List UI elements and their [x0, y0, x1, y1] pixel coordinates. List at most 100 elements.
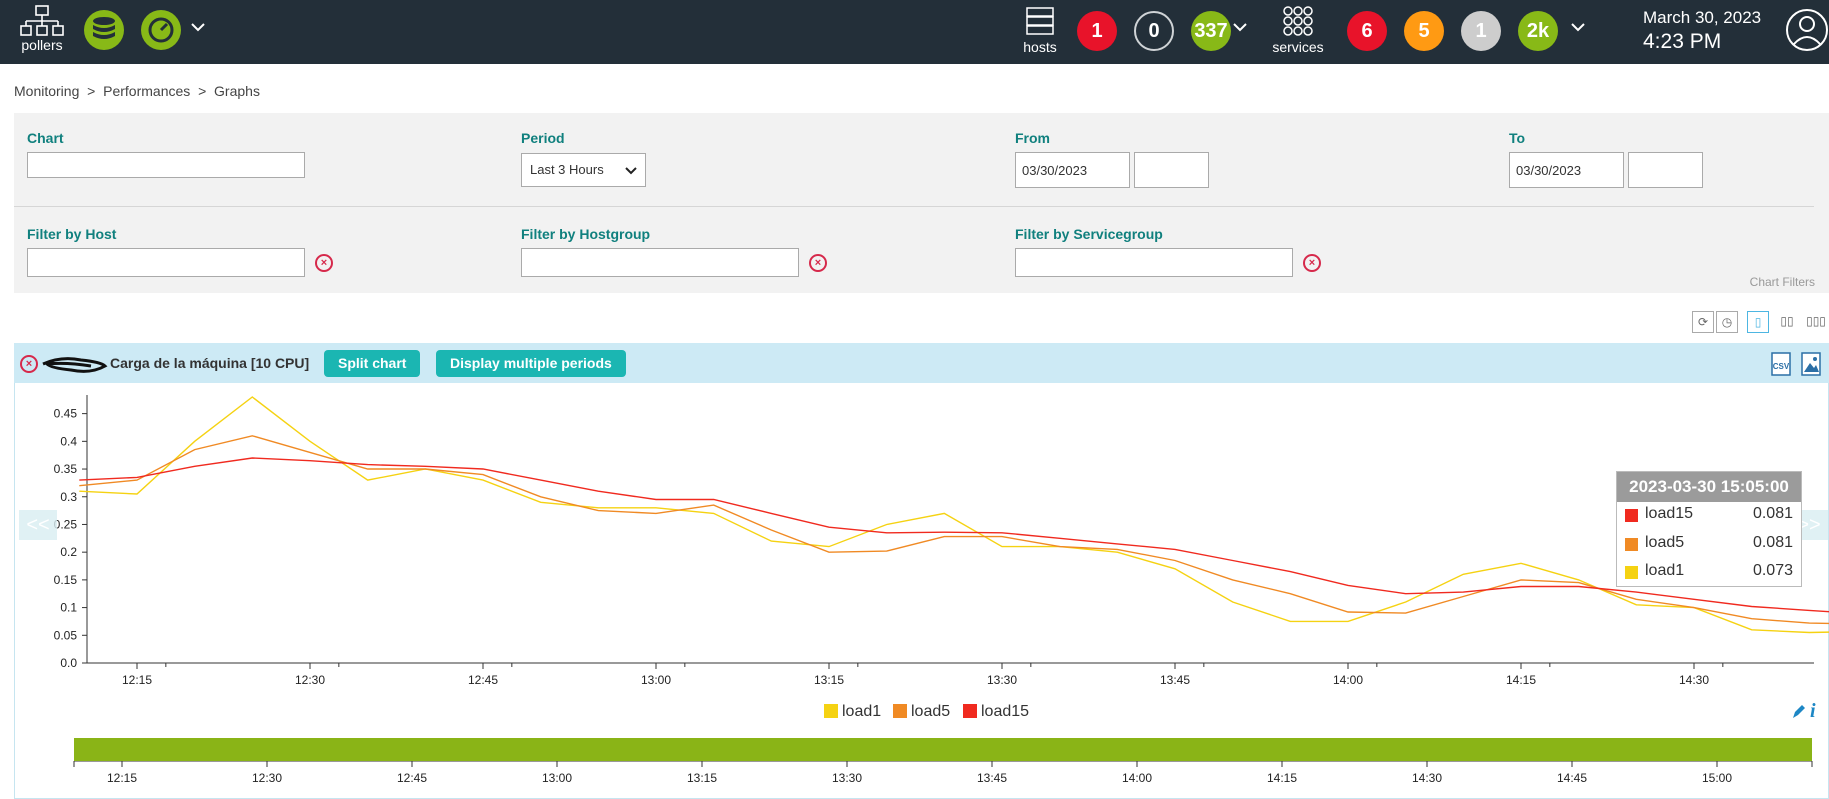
- service-status-count-1[interactable]: 5: [1404, 11, 1444, 51]
- chevron-down-icon[interactable]: [1232, 20, 1248, 39]
- service-status-count-2[interactable]: 1: [1461, 11, 1501, 51]
- close-chart-icon[interactable]: ×: [20, 355, 38, 373]
- from-time-input[interactable]: [1134, 152, 1209, 188]
- navigator-tick-label: 12:30: [252, 771, 282, 785]
- three-columns-icon[interactable]: ▯▯▯: [1806, 314, 1826, 328]
- period-selected-value: Last 3 Hours: [530, 162, 604, 177]
- from-label: From: [1015, 130, 1050, 146]
- image-export-icon[interactable]: [1800, 352, 1822, 376]
- chevron-down-icon[interactable]: [190, 20, 206, 39]
- to-time-input[interactable]: [1628, 152, 1703, 188]
- prev-period-arrow[interactable]: <<: [19, 510, 57, 540]
- navigator-tick-label: 14:30: [1412, 771, 1442, 785]
- legend-label: load5: [911, 703, 951, 720]
- x-tick-label: 13:30: [987, 673, 1017, 687]
- filter-host-input[interactable]: [27, 248, 305, 277]
- y-tick-label: 0.3: [60, 490, 77, 504]
- chevron-down-icon[interactable]: [1570, 20, 1586, 39]
- tooltip-series-value: 0.081: [1752, 534, 1793, 551]
- y-tick-label: 0.35: [54, 462, 78, 476]
- service-status-count-3[interactable]: 2k: [1518, 11, 1558, 51]
- host-status-count-0[interactable]: 1: [1077, 11, 1117, 51]
- host-status-count-2[interactable]: 337: [1191, 11, 1231, 51]
- user-icon[interactable]: [1785, 8, 1829, 57]
- series-line-load15: [79, 457, 1829, 613]
- series-line-load1: [79, 396, 1829, 634]
- chart-tooltip: 2023-03-30 15:05:00 load15 0.081 load5 0…: [1616, 471, 1802, 587]
- time-navigator-bar[interactable]: [74, 738, 1812, 761]
- navigator-axis: 12:15 12:30 12:45 13:00 13:15 13:30 13:45 14:00…: [73, 760, 1813, 785]
- legend-label: load15: [981, 703, 1030, 720]
- navigator-tick-label: 13:00: [542, 771, 572, 785]
- navigator-tick-label: 15:00: [1702, 771, 1732, 785]
- two-columns-icon[interactable]: ▯▯: [1780, 314, 1794, 328]
- single-column-icon[interactable]: ▯: [1747, 311, 1769, 333]
- filter-servicegroup-label: Filter by Servicegroup: [1015, 226, 1163, 242]
- filter-host-label: Filter by Host: [27, 226, 117, 242]
- y-tick-label: 0.4: [60, 434, 77, 448]
- y-tick-label: 0.1: [60, 601, 77, 615]
- y-axis: 0.0 0.05 0.1 0.15 0.2 0.25 0.3 0.35 0.4 0.45: [54, 395, 88, 670]
- host-status-count-1[interactable]: 0: [1134, 11, 1174, 51]
- x-tick-label: 14:15: [1506, 673, 1536, 687]
- tooltip-swatch: [1625, 566, 1638, 579]
- to-date-input[interactable]: [1509, 152, 1624, 188]
- chart-filters-toggle[interactable]: Chart Filters: [1749, 275, 1815, 289]
- legend-item-load5[interactable]: load5: [893, 703, 950, 721]
- hosts-menu[interactable]: hosts: [1020, 6, 1060, 58]
- refresh-icon[interactable]: ⟳: [1692, 311, 1714, 333]
- display-multiple-periods-button[interactable]: Display multiple periods: [436, 350, 626, 377]
- legend-swatch: [824, 704, 838, 718]
- from-date-input[interactable]: [1015, 152, 1130, 188]
- tooltip-series-value: 0.073: [1752, 562, 1793, 579]
- pollers-icon: [20, 5, 64, 36]
- x-tick-label: 14:30: [1679, 673, 1709, 687]
- y-tick-label: 0.05: [54, 628, 78, 642]
- y-tick-label: 0.45: [54, 407, 78, 421]
- tooltip-series-name: load15: [1645, 505, 1694, 522]
- y-tick-label: 0.0: [60, 656, 77, 670]
- chart-panel: [14, 343, 1829, 799]
- filter-servicegroup-input[interactable]: [1015, 248, 1293, 277]
- x-tick-label: 12:30: [295, 673, 325, 687]
- performance-chart: 0.0 0.05 0.1 0.15 0.2 0.25 0.3 0.35 0.4 0.45 12:1…: [54, 395, 1829, 785]
- info-icon[interactable]: i: [1810, 700, 1816, 722]
- navigator-tick-label: 14:15: [1267, 771, 1297, 785]
- navigator-tick-label: 13:30: [832, 771, 862, 785]
- period-label: Period: [521, 130, 565, 146]
- breadcrumb-separator: >: [87, 83, 96, 99]
- chart-input[interactable]: [27, 152, 305, 178]
- y-tick-label: 0.25: [54, 517, 78, 531]
- filters-divider: [14, 206, 1814, 207]
- pollers-label: pollers: [21, 37, 63, 53]
- navigator-tick-label: 14:00: [1122, 771, 1152, 785]
- chart-title: Carga de la máquina [10 CPU]: [110, 355, 310, 371]
- edit-pencil-icon[interactable]: [1790, 703, 1806, 721]
- service-status-count-0[interactable]: 6: [1347, 11, 1387, 51]
- period-select[interactable]: Last 3 Hours: [521, 153, 646, 187]
- csv-export-icon[interactable]: CSV: [1770, 352, 1792, 376]
- tooltip-series-name: load5: [1645, 534, 1685, 551]
- gauge-icon[interactable]: [141, 10, 181, 50]
- breadcrumb-graphs[interactable]: Graphs: [214, 83, 260, 99]
- timer-icon[interactable]: ◷: [1716, 311, 1738, 333]
- legend-item-load1[interactable]: load1: [824, 703, 881, 721]
- database-icon[interactable]: [84, 10, 124, 50]
- current-time: 4:23 PM: [1643, 30, 1722, 53]
- clear-host-filter-icon[interactable]: ×: [315, 254, 333, 272]
- clear-servicegroup-filter-icon[interactable]: ×: [1303, 254, 1321, 272]
- breadcrumb-monitoring[interactable]: Monitoring: [14, 83, 80, 99]
- navigator-tick-label: 12:45: [397, 771, 427, 785]
- navigator-tick-label: 13:15: [687, 771, 717, 785]
- pollers-menu[interactable]: pollers: [14, 4, 70, 56]
- clear-hostgroup-filter-icon[interactable]: ×: [809, 254, 827, 272]
- hosts-label: hosts: [1023, 39, 1057, 55]
- tooltip-series-name: load1: [1645, 562, 1685, 579]
- split-chart-button[interactable]: Split chart: [324, 350, 421, 377]
- chart-label: Chart: [27, 130, 64, 146]
- breadcrumb-separator: >: [198, 83, 207, 99]
- services-menu[interactable]: services: [1270, 6, 1326, 58]
- legend-item-load15[interactable]: load15: [963, 703, 1029, 721]
- filter-hostgroup-input[interactable]: [521, 248, 799, 277]
- breadcrumb-performances[interactable]: Performances: [103, 83, 191, 99]
